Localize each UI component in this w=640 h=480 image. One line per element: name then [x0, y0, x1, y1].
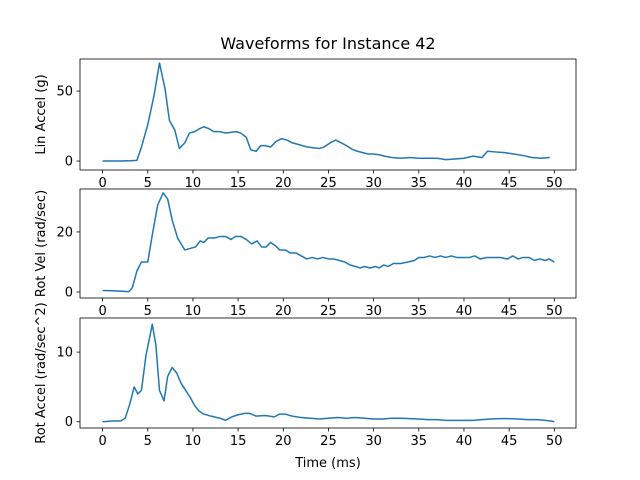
- x-tick-label: 45: [501, 434, 518, 449]
- x-tick-label: 20: [275, 176, 292, 191]
- x-tick-label: 40: [456, 304, 473, 319]
- x-tick-label: 25: [320, 304, 337, 319]
- x-tick-label: 0: [98, 304, 106, 319]
- x-tick-label: 50: [546, 176, 563, 191]
- x-tick-label: 30: [365, 176, 382, 191]
- x-tick-label: 50: [546, 434, 563, 449]
- axes-frame: [79, 188, 577, 299]
- x-tick-label: 10: [185, 434, 202, 449]
- x-tick-label: 20: [275, 304, 292, 319]
- y-axis-label: Rot Accel (rad/sec^2): [34, 302, 49, 444]
- x-tick-label: 5: [144, 434, 152, 449]
- x-tick-label: 10: [185, 176, 202, 191]
- y-tick-label: 20: [56, 225, 73, 240]
- x-tick-label: 15: [230, 304, 247, 319]
- x-tick-label: 0: [98, 176, 106, 191]
- x-tick-label: 35: [411, 434, 428, 449]
- chart-title: Waveforms for Instance 42: [220, 34, 435, 53]
- y-tick-label: 10: [56, 346, 73, 361]
- x-tick-label: 30: [365, 434, 382, 449]
- x-tick-label: 10: [185, 304, 202, 319]
- x-tick-label: 25: [320, 176, 337, 191]
- x-tick-label: 0: [98, 434, 106, 449]
- x-tick-label: 45: [501, 304, 518, 319]
- y-axis-label: Lin Accel (g): [34, 74, 49, 154]
- x-tick-label: 30: [365, 304, 382, 319]
- x-tick-label: 35: [411, 304, 428, 319]
- x-tick-label: 25: [320, 434, 337, 449]
- x-tick-label: 5: [144, 304, 152, 319]
- y-tick-label: 50: [56, 85, 73, 100]
- x-tick-label: 15: [230, 176, 247, 191]
- y-axis-label: Rot Vel (rad/sec): [34, 190, 49, 297]
- x-axis-label: Time (ms): [294, 456, 361, 471]
- axes-frame: [79, 58, 577, 171]
- axes-frame: [79, 317, 577, 429]
- x-tick-label: 40: [456, 176, 473, 191]
- data-line: [102, 192, 555, 293]
- x-tick-label: 50: [546, 304, 563, 319]
- x-tick-label: 5: [144, 176, 152, 191]
- data-line: [102, 323, 555, 423]
- data-line: [102, 62, 550, 162]
- y-tick-label: 0: [65, 415, 73, 430]
- x-tick-label: 35: [411, 176, 428, 191]
- x-tick-label: 45: [501, 176, 518, 191]
- y-tick-label: 0: [65, 155, 73, 170]
- x-tick-label: 40: [456, 434, 473, 449]
- y-tick-label: 0: [65, 285, 73, 300]
- x-tick-label: 15: [230, 434, 247, 449]
- x-tick-label: 20: [275, 434, 292, 449]
